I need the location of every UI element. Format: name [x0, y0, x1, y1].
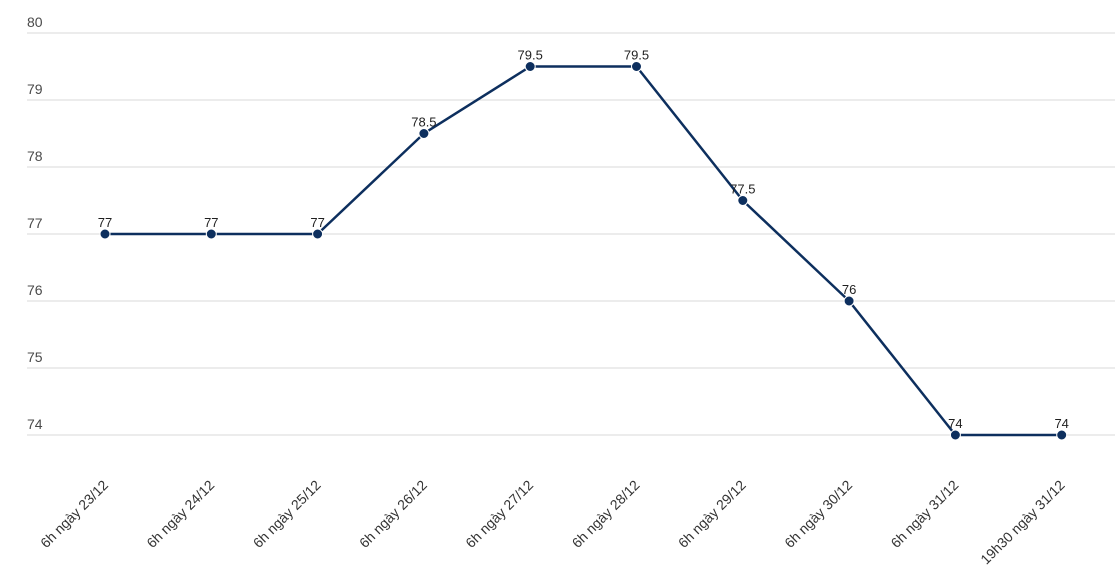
x-tick-label: 6h ngày 28/12 [569, 477, 643, 551]
data-point [737, 195, 749, 206]
x-tick-label: 6h ngày 25/12 [250, 477, 324, 551]
data-point [1056, 429, 1068, 441]
data-label: 78.5 [411, 115, 436, 130]
points-layer [99, 61, 1068, 441]
y-tick-label: 74 [27, 416, 43, 432]
data-point [524, 61, 536, 72]
x-tick-label: 19h30 ngày 31/12 [977, 477, 1068, 568]
data-label: 74 [1054, 416, 1068, 431]
data-point [843, 295, 855, 307]
series-line [105, 65, 1062, 437]
x-tick-label: 6h ngày 26/12 [356, 477, 430, 551]
y-tick-label: 77 [27, 215, 43, 231]
y-tick-label: 76 [27, 282, 43, 298]
x-tick-label: 6h ngày 27/12 [462, 477, 536, 551]
data-label: 77.5 [730, 182, 755, 197]
y-tick-label: 75 [27, 349, 43, 365]
data-point [949, 429, 961, 441]
x-tick-label: 6h ngày 29/12 [675, 477, 749, 551]
data-point [418, 128, 430, 139]
data-point [205, 228, 217, 240]
x-tick-label: 6h ngày 24/12 [143, 477, 217, 551]
data-point [99, 228, 111, 240]
y-tick-label: 80 [27, 14, 43, 30]
y-tick-label: 78 [27, 148, 43, 164]
x-tick-label: 6h ngày 23/12 [37, 477, 111, 551]
data-point [631, 61, 642, 72]
data-label: 74 [948, 416, 962, 431]
data-label: 77 [204, 215, 218, 230]
data-label: 77 [310, 215, 324, 230]
x-tick-label: 6h ngày 30/12 [781, 477, 855, 551]
x-tick-label: 6h ngày 31/12 [887, 477, 961, 551]
y-tick-label: 79 [27, 81, 43, 97]
data-labels: 77 77 77 78.5 79.5 79.5 77.5 76 74 74 [98, 48, 1069, 432]
x-axis: 6h ngày 23/12 6h ngày 24/12 6h ngày 25/12 6… [37, 477, 1068, 568]
data-label: 79.5 [518, 48, 543, 63]
data-label: 77 [98, 215, 112, 230]
series-layer [105, 65, 1062, 437]
y-axis: 74 75 76 77 78 79 80 [27, 14, 43, 432]
data-label: 76 [842, 282, 856, 297]
data-point [312, 228, 324, 240]
data-label: 79.5 [624, 48, 649, 63]
